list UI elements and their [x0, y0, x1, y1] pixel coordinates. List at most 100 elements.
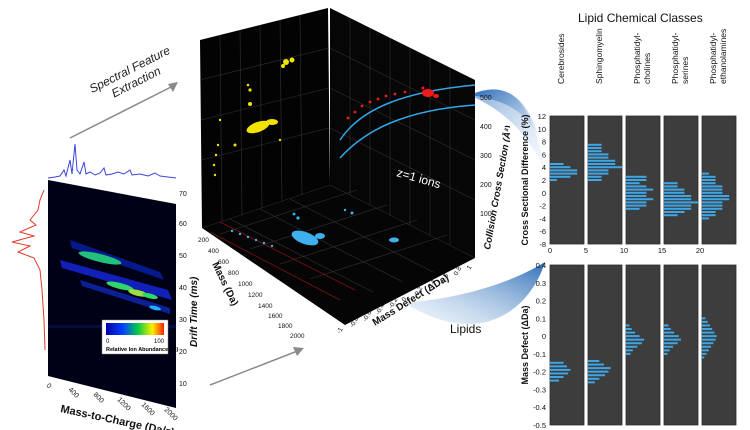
extraction-arrowhead	[168, 82, 178, 92]
heatmap-x-tick: 2000	[163, 406, 179, 422]
hist-bar	[626, 201, 647, 204]
hist-y-tick: -4	[539, 214, 546, 223]
hist-bar	[702, 204, 723, 207]
heatmap-y-tick: 30	[179, 317, 187, 324]
hist-bar	[588, 153, 609, 156]
hist-y-tick: -8	[539, 240, 546, 249]
hist-bar	[702, 356, 705, 359]
hist-bar	[664, 331, 675, 334]
heatmap-colorbar	[106, 323, 164, 335]
class-name-line1: Sphingomyelins	[594, 28, 604, 84]
hist-bar	[588, 172, 609, 175]
hist-y-tick: 12	[538, 112, 546, 121]
heatmap-y-tick: 10	[179, 381, 187, 388]
hist-bar	[664, 182, 678, 185]
cube-y-tick: 0.4	[427, 278, 438, 290]
cube-y-ticks: -1 -0.8 -0.6 -0.4 -0.2 0 0.2 0.4 0.6 0.8…	[336, 264, 474, 335]
yellow-points	[212, 57, 295, 177]
colorbar-min: 0	[106, 339, 110, 345]
hist-bar	[550, 166, 571, 169]
cube-z-tick: 200	[480, 182, 492, 189]
hist-y-tick: -0.5	[533, 421, 546, 428]
lipids-label: Lipids	[450, 322, 482, 336]
hist-bar	[664, 335, 679, 338]
sweep-to-ccs-2	[470, 89, 545, 170]
hist-bar	[550, 372, 569, 375]
hist-bar	[664, 191, 685, 194]
sweep-lipids	[405, 262, 545, 324]
hist-bar	[550, 175, 571, 178]
hist-panel-shade	[550, 265, 584, 425]
cube-left-wall	[200, 8, 330, 228]
hist-bar	[664, 338, 681, 341]
cube-x-tick: 1600	[268, 313, 283, 320]
cube-x-tick: 1200	[248, 292, 263, 299]
heatmap-x-tick: 0	[45, 382, 53, 390]
hist-panel-shade	[588, 265, 622, 425]
hist-y-label: Cross Sectional Difference (%)	[520, 114, 530, 245]
hist-bar	[588, 175, 602, 178]
hist-bar	[702, 179, 716, 181]
cube-y-tick: 1	[466, 264, 474, 271]
hist-bar	[702, 217, 709, 220]
hist-y-tick: 4	[542, 163, 546, 172]
hist-bar	[626, 342, 642, 345]
hist-bar	[702, 191, 723, 194]
heatmap-x-tick: 1200	[116, 396, 132, 412]
hist-x-tick: 15	[658, 246, 666, 255]
hist-bar	[702, 195, 730, 197]
cube-y-tick: -0.6	[362, 309, 374, 323]
floor-red-line	[209, 231, 341, 301]
cube-x-tick: 1400	[258, 303, 273, 310]
hist-bar	[588, 367, 611, 370]
hist-bar	[702, 335, 717, 338]
hist-bar	[588, 179, 602, 181]
class-name-line1: Phosphatidyl-	[670, 32, 680, 84]
hist-y-tick: 0	[542, 332, 546, 341]
hist-bar	[550, 361, 564, 364]
cube-y-tick: 0	[401, 296, 409, 303]
heatmap-y-tick: 20	[179, 349, 187, 356]
hist-bar	[664, 198, 692, 201]
hist-bar	[702, 214, 716, 217]
hist-bar	[588, 360, 600, 362]
cube-x-ticks: 200 400 600 800 1000 1200 1400 1600 1800…	[198, 237, 305, 340]
hist-y-tick: 0.4	[536, 261, 546, 270]
hist-bar	[588, 169, 609, 172]
hist-bar	[702, 317, 706, 320]
hist-bar	[626, 195, 647, 197]
hist-bar	[626, 352, 631, 355]
hist-y-tick: 8	[542, 138, 546, 147]
hist-bar	[550, 376, 564, 378]
heatmap-body	[48, 180, 176, 408]
hist-y-tick: -0.4	[533, 403, 546, 412]
bottom-arrow	[209, 349, 301, 386]
hist-bar	[626, 207, 640, 210]
hist-bar	[626, 175, 647, 178]
hist-bar	[588, 159, 616, 162]
cube-grid	[199, 14, 476, 293]
hist-bar	[664, 342, 678, 345]
cube-y-tick: 0.2	[414, 285, 425, 297]
cube-x-label: Mass (Da)	[209, 260, 240, 307]
hist-y-tick: 0.3	[536, 279, 546, 288]
class-name-line1: Phosphatidyl-	[708, 32, 718, 84]
heatmap-x-tick: 400	[67, 386, 80, 399]
heatmap-y-tick: 60	[179, 221, 187, 228]
hist-bar	[664, 207, 692, 210]
cube-floor	[202, 185, 475, 325]
hist-y-tick: -2	[539, 202, 546, 211]
hist-bar	[664, 195, 692, 197]
hist-x-tick: 10	[620, 246, 628, 255]
cube-panel: z=1 ions 100 200 300 400 500 200 400 600…	[198, 8, 510, 340]
hist-bar	[626, 349, 633, 352]
hist-panel-bg	[587, 264, 623, 426]
hist-bar	[702, 331, 715, 334]
cube-x-tick: 400	[208, 248, 219, 255]
heatmap-y-label: Drift Time (ms)	[189, 276, 200, 347]
hist-bar	[550, 179, 557, 181]
hist-bar	[588, 381, 595, 384]
red-points	[346, 86, 439, 120]
cube-y-tick: 0.6	[440, 272, 451, 284]
hist-panel-bg	[549, 264, 585, 426]
